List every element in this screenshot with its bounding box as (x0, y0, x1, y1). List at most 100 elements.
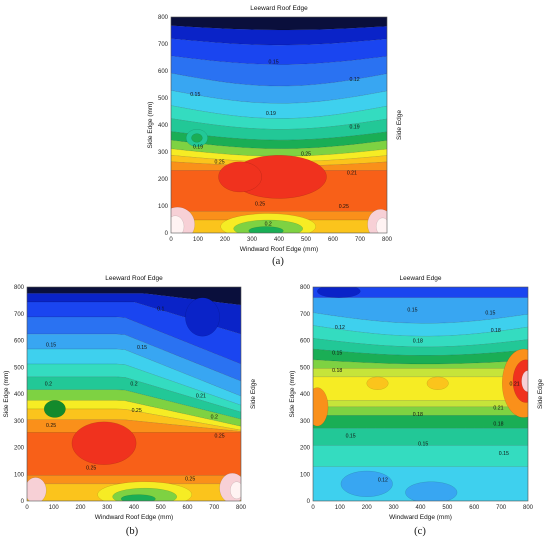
contour-patch (521, 370, 528, 393)
x-tick-label: 0 (311, 505, 315, 511)
y-tick-label: 300 (158, 150, 169, 156)
y-tick-label: 200 (158, 177, 169, 183)
contour-value-label: 0.2 (265, 222, 272, 228)
x-tick-label: 0 (25, 505, 29, 511)
contour-value-label: 0.18 (413, 339, 423, 345)
x-tick-label: 300 (102, 505, 113, 511)
plot-frame (312, 286, 529, 502)
contour-patch (218, 161, 262, 193)
y-tick-label: 400 (158, 123, 169, 129)
y-axis-label: Side Edge (mm) (147, 102, 154, 149)
contour-value-label: 0.18 (491, 328, 501, 334)
contour-field (27, 287, 241, 501)
x-tick-label: 700 (355, 237, 366, 243)
y-axis-label: Side Edge (mm) (3, 371, 10, 418)
contour-patch (185, 297, 220, 337)
y-tick-label: 300 (14, 419, 25, 425)
y-tick-label: 500 (300, 365, 311, 371)
panel-label: (c) (414, 526, 426, 537)
chart-panel-2: 0 100 200 300 400 500 600 700 800 0 100 200 300 400 50… (3, 275, 257, 537)
contour-value-label: 0.25 (132, 408, 142, 414)
contour-patch (71, 421, 137, 465)
contour-patch (171, 215, 185, 233)
y-tick-label: 800 (14, 285, 25, 291)
contour-patch (231, 155, 327, 199)
contour-value-label: 0.15 (346, 433, 356, 439)
right-edge-label: Side Edge (537, 379, 544, 409)
contour-value-label: 0.2 (45, 381, 52, 387)
panel-label: (b) (126, 526, 139, 537)
contour-patch (27, 477, 47, 501)
x-tick-label: 600 (328, 237, 339, 243)
right-edge-label: Side Edge (250, 379, 257, 409)
x-tick-label: 100 (335, 505, 346, 511)
contour-patch (313, 387, 329, 427)
contour-value-label: 0.25 (215, 159, 225, 165)
contour-value-label: 0.25 (185, 476, 195, 482)
contour-value-label: 0.18 (332, 368, 342, 374)
x-tick-label: 700 (209, 505, 220, 511)
chart-title: Leeward Edge (400, 275, 442, 282)
contour-band (171, 90, 387, 119)
x-tick-label: 500 (442, 505, 453, 511)
contour-value-label: 0.12 (335, 325, 345, 331)
contour-patch (376, 217, 387, 233)
panel-label: (a) (272, 256, 284, 267)
contour-patch (43, 400, 66, 418)
contour-band (171, 118, 387, 141)
y-tick-label: 200 (14, 446, 25, 452)
contour-value-label: 0.25 (301, 151, 311, 157)
contour-value-label: 0.21 (493, 405, 503, 411)
contour-band (313, 325, 528, 348)
x-tick-label: 300 (247, 237, 258, 243)
plot-frame (170, 16, 388, 234)
chart-title: Leeward Roof Edge (105, 275, 163, 282)
contour-value-label: 0.15 (190, 92, 200, 98)
contour-value-label: 0.15 (485, 310, 495, 316)
contour-patch (426, 376, 449, 390)
x-tick-label: 800 (382, 237, 393, 243)
y-tick-label: 200 (300, 446, 311, 452)
contour-band (313, 368, 528, 378)
contour-patch (512, 359, 528, 403)
contour-patch (340, 470, 393, 497)
contour-band (313, 348, 528, 365)
contour-value-label: 0.25 (255, 201, 265, 207)
contour-value-label: 0.15 (499, 451, 509, 457)
x-tick-label: 700 (496, 505, 507, 511)
contour-value-label: 0.18 (493, 421, 503, 427)
x-tick-label: 200 (362, 505, 373, 511)
y-tick-label: 100 (158, 204, 169, 210)
x-tick-label: 0 (169, 237, 173, 243)
contour-value-label: 0.15 (407, 308, 417, 314)
contour-value-label: 0.21 (196, 393, 206, 399)
x-tick-label: 400 (274, 237, 285, 243)
chart-title: Leeward Roof Edge (250, 5, 308, 12)
contour-value-label: 0.18 (413, 412, 423, 418)
y-tick-label: 800 (158, 15, 169, 21)
contour-value-label: 0.15 (332, 351, 342, 357)
contour-band (313, 445, 528, 467)
contour-patch (120, 494, 156, 501)
x-tick-label: 200 (75, 505, 86, 511)
y-tick-label: 700 (158, 42, 169, 48)
y-tick-label: 500 (158, 96, 169, 102)
y-tick-label: 100 (14, 472, 25, 478)
y-tick-label: 700 (300, 312, 311, 318)
x-tick-label: 600 (182, 505, 193, 511)
contour-value-label: 0.12 (378, 478, 388, 484)
contour-value-label: 0.19 (350, 124, 360, 130)
y-axis-label: Side Edge (mm) (289, 371, 296, 418)
x-tick-label: 300 (389, 505, 400, 511)
x-tick-label: 200 (220, 237, 231, 243)
contour-value-label: 0.15 (418, 441, 428, 447)
y-tick-label: 500 (14, 365, 25, 371)
x-tick-label: 500 (156, 505, 167, 511)
x-tick-label: 100 (193, 237, 204, 243)
contour-value-label: 0.25 (215, 433, 225, 439)
chart-panel-1: 0 100 200 300 400 500 600 700 800 0 100 200 300 400 50… (147, 5, 403, 267)
x-tick-label: 800 (236, 505, 247, 511)
y-tick-label: 100 (300, 472, 311, 478)
contour-patch (405, 481, 458, 501)
